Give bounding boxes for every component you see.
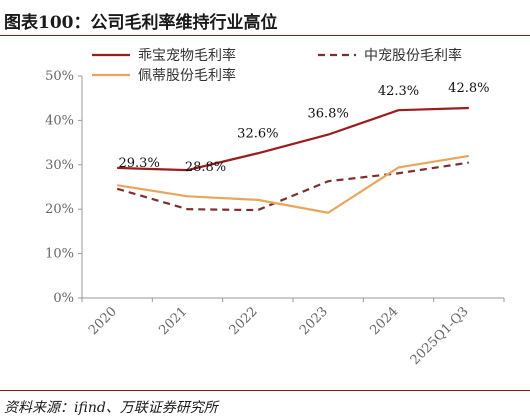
figure-title: 图表100：公司毛利率维持行业高位 [4, 13, 278, 33]
data-label: 36.8% [308, 107, 349, 122]
series-line-0 [117, 106, 469, 172]
y-tick-label: 20% [45, 202, 74, 217]
legend-label-1: 中宠股份毛利率 [364, 47, 462, 64]
x-tick-label: 2020 [86, 304, 120, 338]
x-tick-label: 2022 [227, 304, 261, 338]
x-tick-label: 2025Q1-Q3 [408, 304, 472, 368]
legend-label-0: 乖宝宠物毛利率 [138, 47, 236, 64]
source-note: 资料来源：ifind、万联证券研究所 [4, 400, 218, 416]
y-tick-label: 40% [45, 113, 74, 128]
series-line-2 [116, 154, 470, 214]
data-label: 42.8% [448, 81, 489, 96]
data-label: 32.6% [237, 126, 278, 141]
title-bar: 图表100：公司毛利率维持行业高位 [0, 0, 530, 36]
series-line-1 [116, 161, 469, 212]
legend-label-2: 佩蒂股份毛利率 [138, 67, 236, 84]
y-tick-label: 10% [45, 247, 74, 262]
x-tick-label: 2023 [297, 304, 331, 338]
y-tick-label: 50% [45, 69, 74, 84]
data-label: 42.3% [378, 84, 419, 99]
source-bar: 资料来源：ifind、万联证券研究所 [0, 390, 530, 418]
y-tick-label: 30% [45, 158, 74, 173]
line-chart: 0% 10% 20% 30% 40% 50% 2020 2021 2022 2023 2024 202… [45, 47, 505, 368]
y-tick-label: 0% [53, 291, 74, 306]
x-tick-label: 2021 [156, 304, 190, 338]
data-label: 28.8% [185, 160, 226, 175]
data-label: 29.3% [119, 156, 160, 171]
x-tick-label: 2024 [367, 304, 401, 338]
